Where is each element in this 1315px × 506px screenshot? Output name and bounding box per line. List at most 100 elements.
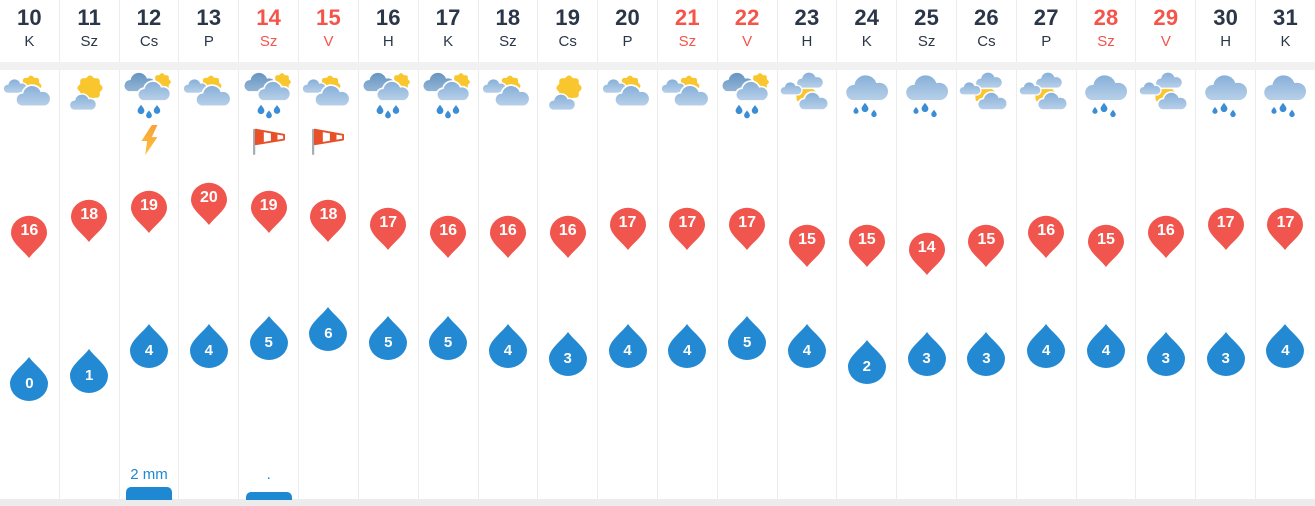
weather-icon	[598, 71, 657, 121]
sun-rain-icon	[121, 71, 177, 121]
low-temp-drop-icon: 4	[487, 323, 529, 369]
high-temp-pin-icon: 16	[9, 215, 49, 259]
weather-icon	[179, 71, 238, 121]
high-temp-pin-icon: 15	[1086, 224, 1126, 268]
forecast-day-column[interactable]: 28 Sz 15 4	[1077, 0, 1137, 506]
low-temp-value: 1	[85, 366, 94, 384]
weather-icon	[479, 71, 538, 121]
forecast-day-column[interactable]: 11 Sz 18 1	[60, 0, 120, 506]
forecast-day-column[interactable]: 23 H 15 4	[778, 0, 838, 506]
day-number: 15	[316, 5, 341, 30]
day-number: 19	[555, 5, 581, 30]
weather-extra-icon	[299, 124, 358, 158]
forecast-day-column[interactable]: 19 Cs 16 3	[538, 0, 599, 506]
day-of-week-label: Sz	[80, 33, 98, 50]
low-temp-value: 4	[1042, 341, 1051, 359]
high-temp-value: 16	[499, 222, 517, 240]
day-number: 20	[615, 5, 640, 30]
high-temp-value: 17	[618, 213, 637, 231]
forecast-day-column[interactable]: 12 Cs 19 4 2 mm	[120, 0, 180, 506]
low-temp-value: 4	[683, 341, 692, 359]
forecast-day-column[interactable]: 25 Sz 14 3	[897, 0, 957, 506]
day-number: 17	[435, 5, 461, 30]
day-of-week-label: P	[1041, 33, 1052, 50]
weather-icon	[359, 71, 418, 121]
weather-icon	[1136, 71, 1195, 121]
forecast-day-column[interactable]: 27 P 16 4	[1017, 0, 1077, 506]
high-temp-pin-icon: 18	[69, 199, 109, 243]
day-of-week-label: H	[801, 33, 813, 50]
high-temp-value: 17	[1216, 213, 1235, 231]
day-number: 28	[1093, 5, 1119, 30]
sun-clouds-icon	[181, 71, 237, 121]
forecast-day-column[interactable]: 22 V 17 5	[718, 0, 778, 506]
high-temp-pin-icon: 16	[548, 215, 588, 259]
low-temp-drop-icon: 3	[1145, 331, 1187, 377]
forecast-day-column[interactable]: 16 H 17 5	[359, 0, 419, 506]
forecast-day-column[interactable]: 20 P 17 4	[598, 0, 658, 506]
weather-icon	[897, 71, 956, 121]
low-temp-value: 6	[324, 325, 333, 343]
day-number: 11	[77, 5, 102, 30]
forecast-day-column[interactable]: 24 K 15 2	[837, 0, 898, 506]
low-temp-drop-icon: 4	[607, 323, 649, 369]
cloud-rain-icon	[1257, 71, 1313, 121]
day-number: 10	[16, 5, 42, 30]
high-temp-pin-icon: 15	[966, 224, 1006, 268]
forecast-day-column[interactable]: 10 K 16 0	[0, 0, 60, 506]
forecast-day-column[interactable]: 31 K 17 4	[1256, 0, 1315, 506]
day-of-week-label: Sz	[1097, 33, 1115, 50]
low-temp-drop-icon: 2	[846, 339, 888, 385]
weather-icon	[419, 71, 478, 121]
forecast-day-column[interactable]: 26 Cs 15 3	[957, 0, 1017, 506]
weather-icon	[957, 71, 1016, 121]
day-number: 16	[375, 5, 401, 30]
low-temp-value: 3	[1221, 350, 1230, 368]
day-number: 12	[136, 5, 162, 30]
high-temp-value: 17	[379, 213, 398, 231]
sun-clouds-icon	[480, 71, 536, 121]
low-temp-value: 2	[862, 358, 871, 376]
weather-extra-icon	[120, 124, 179, 158]
high-temp-value: 14	[917, 238, 936, 256]
day-number: 21	[674, 5, 700, 30]
day-of-week-label: P	[622, 33, 633, 50]
high-temp-value: 15	[977, 230, 996, 248]
forecast-day-column[interactable]: 29 V 16 3	[1136, 0, 1197, 506]
forecast-day-column[interactable]: 13 P 20 4	[179, 0, 240, 506]
low-temp-drop-icon: 3	[965, 331, 1007, 377]
low-temp-value: 4	[1281, 341, 1290, 359]
high-temp-pin-icon: 20	[189, 182, 229, 226]
forecast-day-column[interactable]: 14 Sz 19 5 .	[239, 0, 300, 506]
high-temp-pin-icon: 16	[1026, 215, 1066, 259]
high-temp-value: 17	[1276, 213, 1295, 231]
day-number: 13	[196, 5, 222, 30]
high-temp-pin-icon: 16	[488, 215, 528, 259]
low-temp-value: 5	[742, 333, 752, 351]
low-temp-drop-icon: 4	[1085, 323, 1127, 369]
day-of-week-label: Cs	[977, 33, 996, 50]
low-temp-value: 3	[922, 350, 931, 368]
forecast-day-column[interactable]: 17 K 16 5	[419, 0, 479, 506]
weather-icon	[299, 71, 358, 121]
forecast-day-column[interactable]: 18 Sz 16 4	[479, 0, 539, 506]
low-temp-drop-icon: 4	[666, 323, 708, 369]
forecast-day-column[interactable]: 30 H 17 3	[1196, 0, 1257, 506]
forecast-day-column[interactable]: 21 Sz 17 4	[658, 0, 718, 506]
sun-clouds-icon	[600, 71, 656, 121]
day-of-week-label: Sz	[678, 33, 697, 50]
day-of-week-label: Sz	[259, 33, 278, 50]
low-temp-drop-icon: 4	[1025, 323, 1067, 369]
high-temp-value: 18	[80, 205, 99, 223]
high-temp-pin-icon: 17	[727, 207, 767, 251]
cloud-rain-icon	[1198, 71, 1254, 121]
high-temp-value: 16	[439, 222, 457, 240]
forecast-day-column[interactable]: 15 V 18 6	[299, 0, 359, 506]
precipitation-amount-label: .	[266, 466, 271, 483]
low-temp-drop-icon: 4	[786, 323, 828, 369]
high-temp-pin-icon: 15	[787, 224, 827, 268]
sun-clouds-icon	[1, 71, 57, 121]
weather-icon	[239, 71, 298, 121]
low-temp-value: 5	[264, 333, 273, 351]
